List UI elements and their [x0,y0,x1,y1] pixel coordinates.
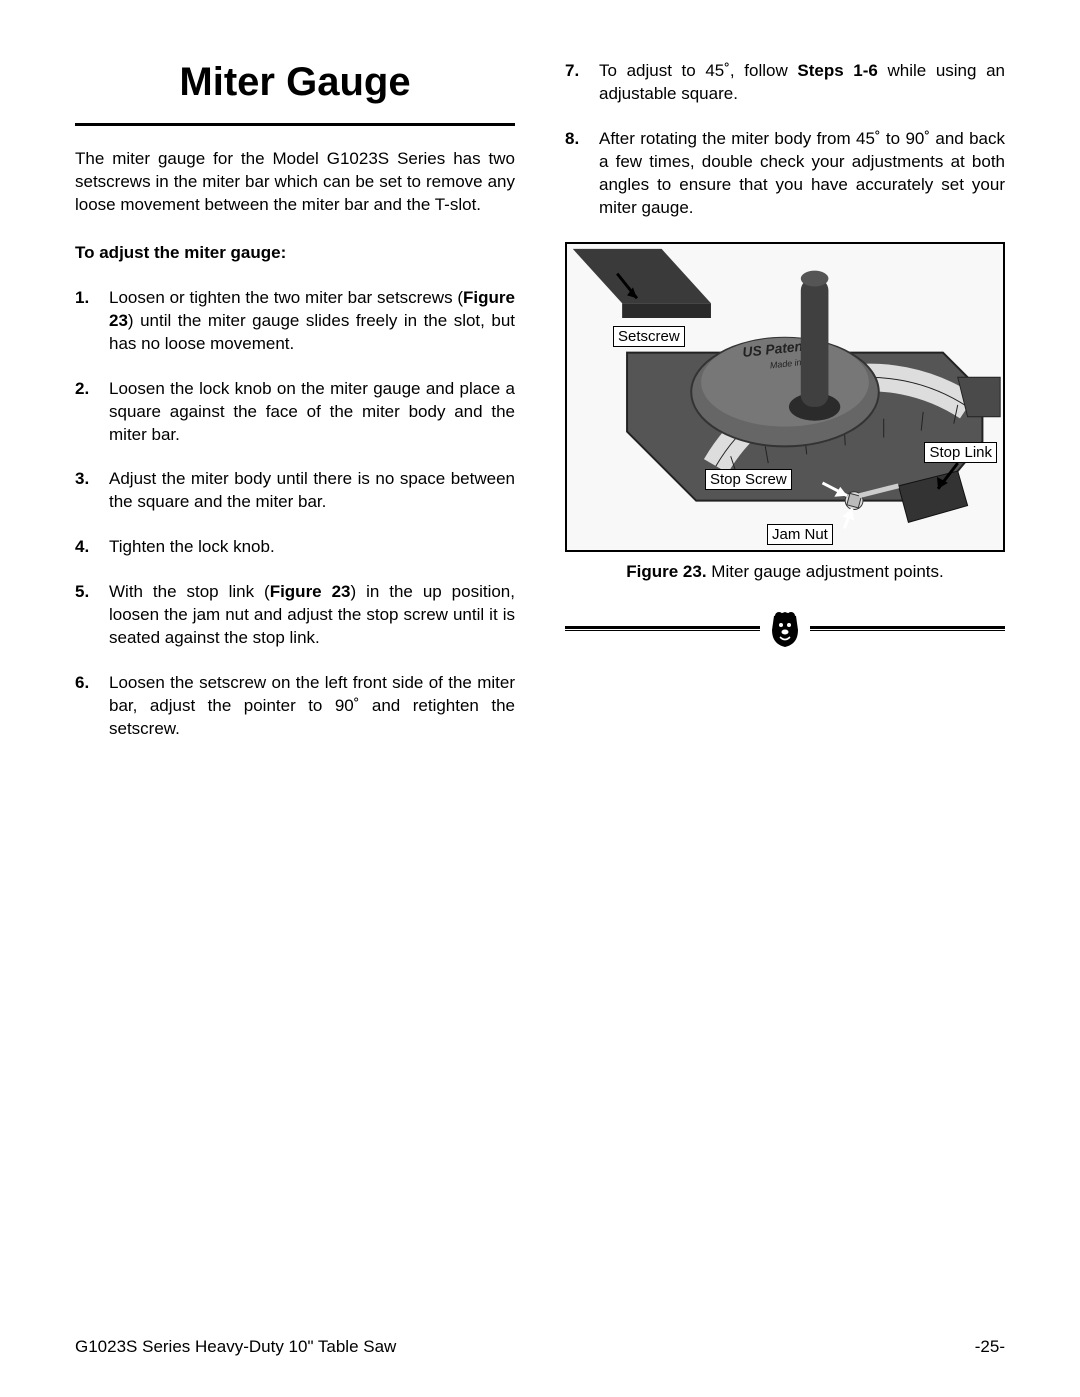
step-item: 4.Tighten the lock knob. [75,536,515,559]
step-text: To adjust to 45˚, follow Steps 1-6 while… [599,60,1005,106]
step-bold-ref: Figure 23 [109,288,515,330]
figure-caption-text: Miter gauge adjustment points. [707,562,944,581]
footer-left: G1023S Series Heavy-Duty 10" Table Saw [75,1337,396,1357]
content-columns: Miter Gauge The miter gauge for the Mode… [75,60,1005,1327]
figure-caption-number: Figure 23. [626,562,706,581]
step-text: Loosen the lock knob on the miter gauge … [109,378,515,447]
step-text: Loosen the setscrew on the left front si… [109,672,515,741]
footer-right: -25- [975,1337,1005,1357]
steps-list-left: 1.Loosen or tighten the two miter bar se… [75,287,515,741]
section-divider [565,610,1005,648]
figure-caption: Figure 23. Miter gauge adjustment points… [565,562,1005,582]
page-footer: G1023S Series Heavy-Duty 10" Table Saw -… [75,1327,1005,1357]
step-number: 5. [75,581,109,650]
step-number: 6. [75,672,109,741]
manual-page: Miter Gauge The miter gauge for the Mode… [0,0,1080,1397]
step-bold-ref: Figure 23 [270,582,351,601]
step-item: 3.Adjust the miter body until there is n… [75,468,515,514]
figure-23: US Patent #5 Made in T [565,242,1005,552]
step-number: 1. [75,287,109,356]
step-item: 1.Loosen or tighten the two miter bar se… [75,287,515,356]
divider-line-right [810,626,1005,631]
callout-stop-link: Stop Link [924,442,997,463]
subheading: To adjust the miter gauge: [75,243,515,263]
divider-line-left [565,626,760,631]
step-number: 7. [565,60,599,106]
bear-icon [768,610,802,648]
step-number: 8. [565,128,599,220]
page-title: Miter Gauge [75,60,515,105]
step-text: Adjust the miter body until there is no … [109,468,515,514]
step-item: 2.Loosen the lock knob on the miter gaug… [75,378,515,447]
step-bold-ref: Steps 1-6 [797,61,877,80]
callout-jam-nut: Jam Nut [767,524,833,545]
step-item: 7.To adjust to 45˚, follow Steps 1-6 whi… [565,60,1005,106]
steps-list-right: 7.To adjust to 45˚, follow Steps 1-6 whi… [565,60,1005,220]
callout-setscrew: Setscrew [613,326,685,347]
step-item: 6.Loosen the setscrew on the left front … [75,672,515,741]
intro-paragraph: The miter gauge for the Model G1023S Ser… [75,148,515,217]
miter-gauge-illustration: US Patent #5 Made in T [567,244,1003,550]
title-rule [75,123,515,126]
step-text: With the stop link (Figure 23) in the up… [109,581,515,650]
right-column: 7.To adjust to 45˚, follow Steps 1-6 whi… [565,60,1005,1327]
step-text: After rotating the miter body from 45˚ t… [599,128,1005,220]
left-column: Miter Gauge The miter gauge for the Mode… [75,60,515,1327]
step-item: 8.After rotating the miter body from 45˚… [565,128,1005,220]
step-text: Loosen or tighten the two miter bar sets… [109,287,515,356]
step-number: 2. [75,378,109,447]
step-item: 5.With the stop link (Figure 23) in the … [75,581,515,650]
step-number: 4. [75,536,109,559]
callout-stop-screw: Stop Screw [705,469,792,490]
step-number: 3. [75,468,109,514]
step-text: Tighten the lock knob. [109,536,515,559]
